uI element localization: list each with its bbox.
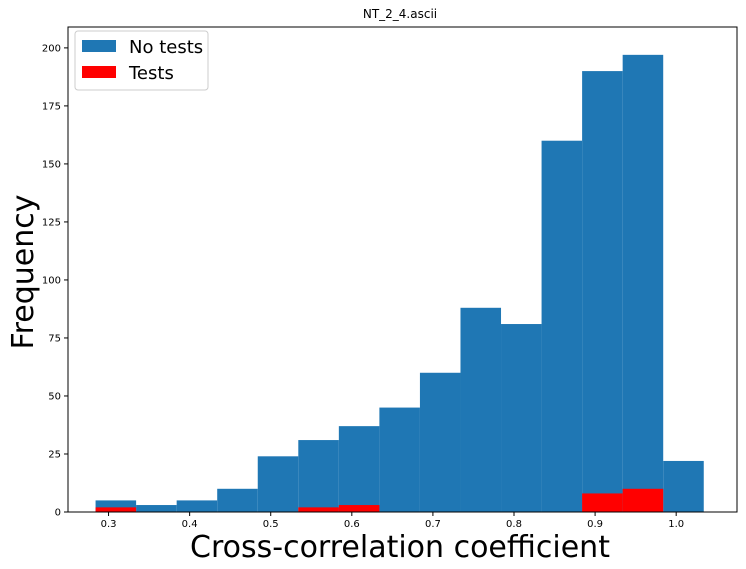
bars-layer — [95, 54, 704, 512]
y-tick-label: 75 — [48, 333, 61, 344]
bar-no-tests-12 — [582, 71, 623, 512]
bar-no-tests-8 — [419, 372, 461, 512]
bar-no-tests-9 — [460, 307, 502, 512]
bar-tests-5 — [298, 507, 339, 512]
bar-tests-6 — [338, 505, 380, 512]
y-tick-label: 175 — [42, 101, 61, 112]
chart-title: NT_2_4.ascii — [363, 7, 437, 21]
y-tick-label: 200 — [42, 43, 61, 54]
x-tick-label: 0.6 — [344, 519, 360, 530]
y-tick-label: 0 — [55, 508, 61, 519]
bar-no-tests-1 — [136, 505, 177, 512]
bar-no-tests-3 — [217, 488, 258, 512]
bar-no-tests-13 — [622, 54, 664, 512]
y-tick-label: 125 — [42, 217, 61, 228]
legend-swatch-no-tests — [82, 40, 116, 52]
bar-tests-0 — [95, 507, 137, 512]
bar-tests-12 — [582, 493, 623, 512]
bar-no-tests-14 — [663, 460, 704, 512]
y-tick-label: 150 — [42, 159, 61, 170]
bar-no-tests-5 — [298, 440, 339, 512]
x-axis-ticks: 0.3 0.4 0.5 0.6 0.7 0.8 0.9 1.0 — [101, 512, 684, 530]
legend-label-tests: Tests — [128, 63, 174, 84]
y-tick-label: 100 — [42, 275, 61, 286]
bar-no-tests-2 — [176, 500, 218, 512]
x-tick-label: 0.8 — [506, 519, 522, 530]
x-tick-label: 0.4 — [182, 519, 198, 530]
y-axis-label: Frequency — [6, 195, 41, 350]
y-tick-label: 25 — [48, 449, 61, 460]
legend-swatch-tests — [82, 66, 116, 78]
bar-tests-13 — [622, 488, 664, 512]
bar-no-tests-0 — [95, 500, 137, 512]
x-tick-label: 0.9 — [587, 519, 603, 530]
x-axis-label: Cross-correlation coefficient — [190, 530, 610, 565]
y-tick-label: 50 — [48, 391, 61, 402]
bar-no-tests-10 — [501, 324, 542, 512]
x-tick-label: 1.0 — [668, 519, 684, 530]
bar-no-tests-11 — [541, 140, 583, 512]
legend: No tests Tests — [74, 30, 209, 91]
bar-no-tests-7 — [379, 407, 420, 512]
y-axis-ticks: 0 25 50 75 100 125 150 175 200 — [42, 43, 68, 519]
axes-frame — [67, 26, 738, 513]
legend-label-no-tests: No tests — [129, 37, 203, 58]
bar-no-tests-6 — [338, 426, 380, 512]
bar-no-tests-4 — [257, 456, 299, 512]
x-tick-label: 0.3 — [101, 519, 117, 530]
x-tick-label: 0.5 — [263, 519, 279, 530]
x-tick-label: 0.7 — [425, 519, 441, 530]
